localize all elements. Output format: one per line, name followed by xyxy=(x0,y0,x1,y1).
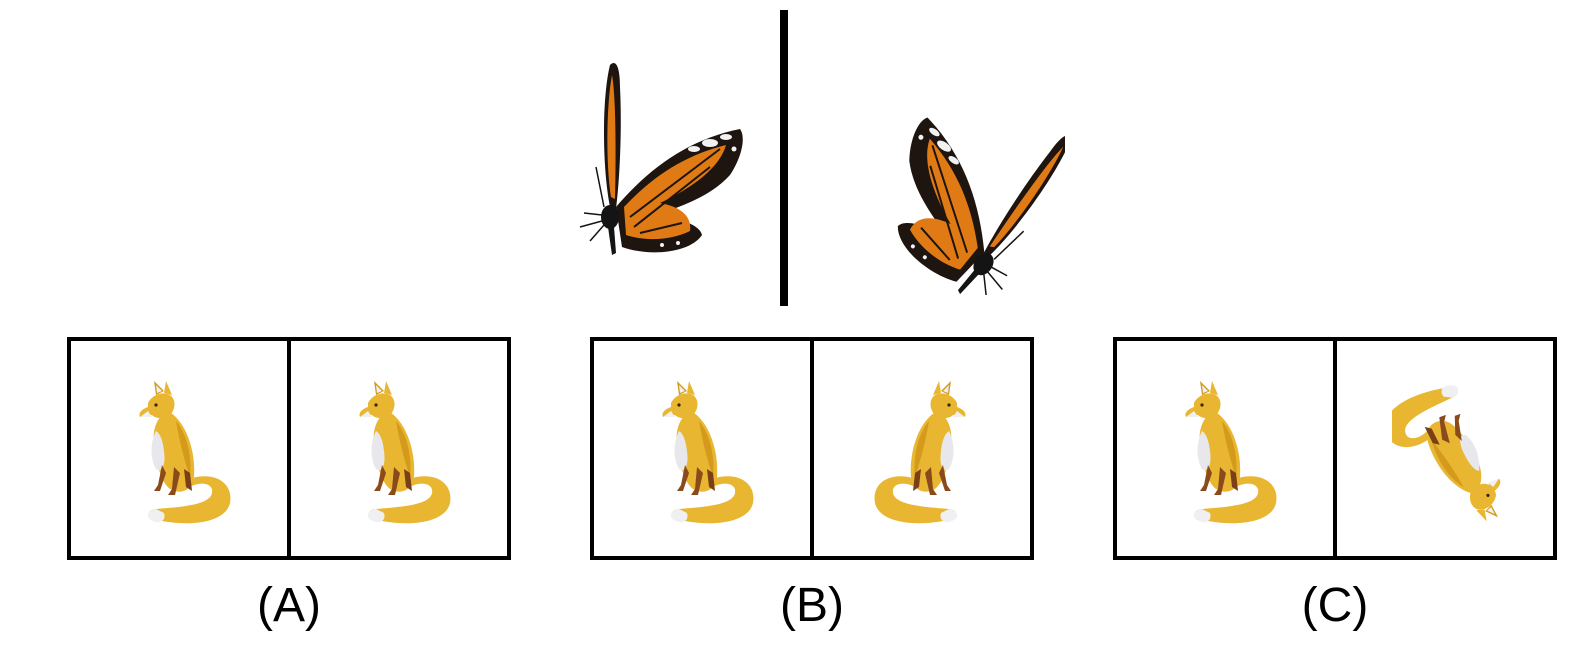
option-a-box[interactable] xyxy=(67,337,511,560)
fox-icon xyxy=(874,381,966,524)
option-b-left-cell xyxy=(594,341,810,556)
option-b-label: (B) xyxy=(780,579,844,632)
reference-butterfly-right-icon xyxy=(875,80,1065,295)
fox-icon xyxy=(139,381,231,524)
fox-icon xyxy=(1185,381,1277,524)
option-b-right-cell xyxy=(814,341,1030,556)
mirror-line xyxy=(780,10,788,306)
reference-butterfly-left-icon xyxy=(579,62,744,256)
option-a-left-cell xyxy=(71,341,287,556)
option-c-label: (C) xyxy=(1301,579,1369,632)
option-c-right-cell xyxy=(1337,341,1553,556)
option-c-divider xyxy=(1333,341,1337,556)
fox-icon xyxy=(662,381,754,524)
fox-icon xyxy=(359,381,451,524)
option-a-label: (A) xyxy=(257,579,321,632)
option-a-right-cell xyxy=(291,341,507,556)
option-c-left-cell xyxy=(1117,341,1333,556)
option-b-divider xyxy=(810,341,814,556)
option-a-divider xyxy=(287,341,291,556)
option-c-box[interactable] xyxy=(1113,337,1557,560)
fox-icon xyxy=(1392,381,1502,531)
option-b-box[interactable] xyxy=(590,337,1034,560)
